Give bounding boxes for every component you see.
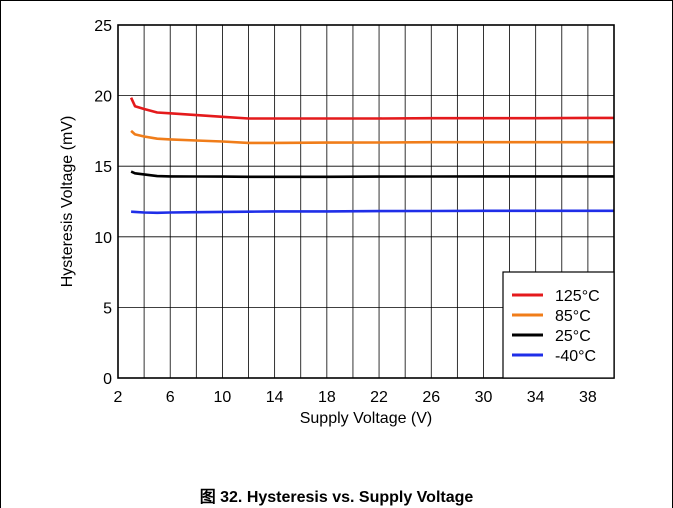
series-lines: [129, 97, 614, 215]
page-border-top: [0, 0, 673, 1]
y-tick-label: 25: [94, 18, 112, 35]
legend-label: 85°C: [555, 308, 591, 325]
x-tick-label: 38: [579, 389, 597, 406]
x-tick-label: 14: [266, 389, 284, 406]
x-tick-label: 10: [214, 389, 232, 406]
y-tick-label: 20: [94, 89, 112, 106]
figure-caption: 图 32. Hysteresis vs. Supply Voltage: [199, 489, 474, 506]
series-line: [129, 97, 614, 120]
plot-frame: [117, 24, 615, 379]
x-tick-label: 18: [318, 389, 336, 406]
y-tick-label: 10: [94, 230, 112, 247]
legend-label: -40°C: [555, 348, 596, 365]
x-tick-label: 26: [422, 389, 440, 406]
x-axis-title: Supply Voltage (V): [300, 410, 433, 427]
y-tick-label: 15: [94, 159, 112, 176]
legend: 125°C 85°C 25°C -40°C: [502, 271, 615, 379]
page-border-left: [0, 0, 1, 508]
x-tick-label: 34: [527, 389, 545, 406]
x-tick-label: 2: [114, 389, 123, 406]
legend-label: 25°C: [555, 328, 591, 345]
x-tick-label: 6: [166, 389, 175, 406]
y-tick-label: 5: [103, 300, 112, 317]
grid-lines: [118, 25, 614, 378]
y-axis-title: Hysteresis Voltage (mV): [59, 116, 76, 288]
series-line: [131, 209, 614, 215]
series-line: [130, 170, 614, 179]
y-tick-label: 0: [103, 371, 112, 388]
legend-box: [502, 271, 615, 379]
series-line: [130, 129, 614, 145]
x-tick-label: 30: [475, 389, 493, 406]
legend-label: 125°C: [555, 288, 600, 305]
x-tick-label: 22: [370, 389, 388, 406]
